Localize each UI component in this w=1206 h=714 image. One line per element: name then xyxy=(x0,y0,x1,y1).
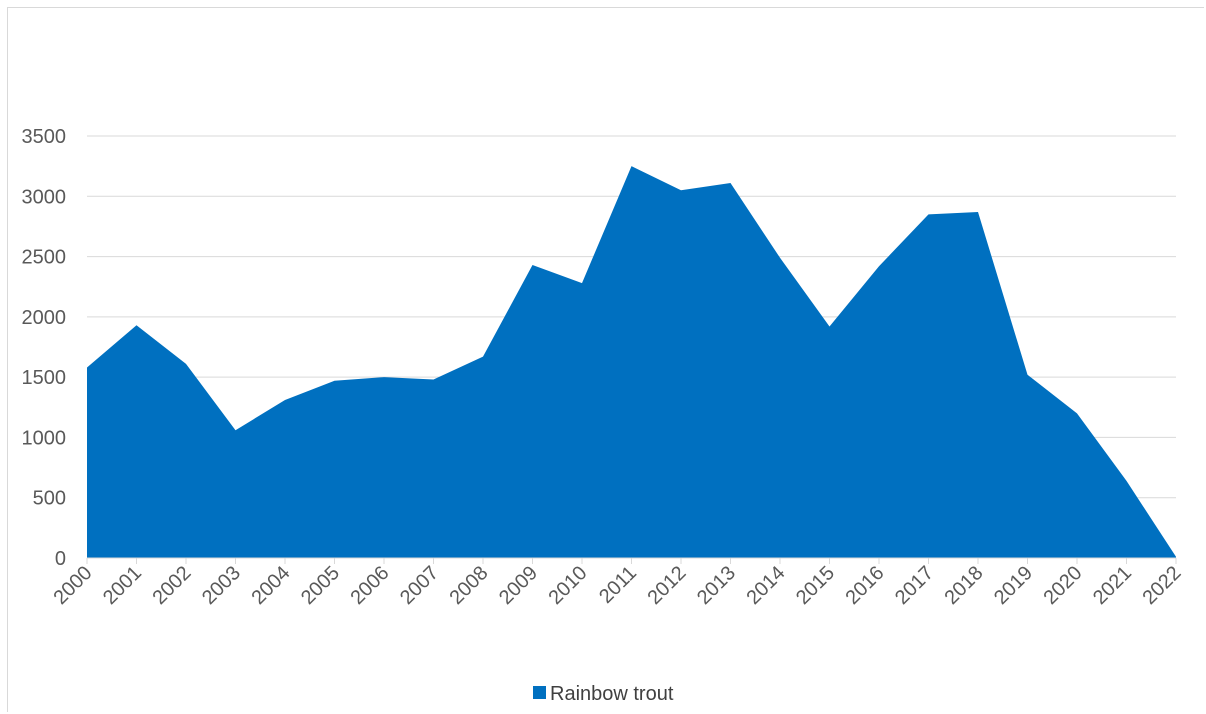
legend-swatch xyxy=(533,686,546,699)
area-series-rainbow-trout xyxy=(87,166,1176,558)
legend-label: Rainbow trout xyxy=(550,683,674,705)
series-area xyxy=(87,166,1176,558)
y-tick-label: 1000 xyxy=(22,427,67,449)
x-tick-label: 2005 xyxy=(297,562,344,609)
x-tick-label: 2002 xyxy=(149,562,196,609)
x-tick-label: 2015 xyxy=(792,562,839,609)
y-tick-label: 500 xyxy=(33,488,66,510)
y-tick-label: 0 xyxy=(55,548,66,570)
x-tick-label: 2014 xyxy=(743,562,790,609)
x-tick-label: 2010 xyxy=(545,562,592,609)
x-tick-label: 2008 xyxy=(446,562,493,609)
y-tick-label: 1500 xyxy=(22,367,67,389)
x-tick-label: 2019 xyxy=(990,562,1037,609)
x-tick-label: 2013 xyxy=(693,562,740,609)
y-tick-label: 2000 xyxy=(22,307,67,329)
x-tick-label: 2001 xyxy=(99,562,146,609)
x-tick-label: 2016 xyxy=(842,562,889,609)
x-tick-label: 2022 xyxy=(1139,562,1186,609)
x-tick-label: 2012 xyxy=(644,562,691,609)
x-tick-label: 2017 xyxy=(891,562,938,609)
x-tick-label: 2007 xyxy=(396,562,443,609)
y-tick-label: 3500 xyxy=(22,126,67,148)
legend: Rainbow trout xyxy=(533,683,674,705)
x-tick-label: 2018 xyxy=(941,562,988,609)
y-axis: 0 500 1000 1500 2000 2500 3000 3500 xyxy=(22,126,67,570)
x-tick-label: 2009 xyxy=(495,562,542,609)
y-tick-label: 2500 xyxy=(22,247,67,269)
x-tick-label: 2021 xyxy=(1089,562,1136,609)
x-tick-label: 2006 xyxy=(347,562,394,609)
y-tick-label: 3000 xyxy=(22,186,67,208)
chart-frame xyxy=(7,7,1204,712)
x-axis: 2000 2001 2002 2003 2004 2005 2006 2007 2008 2009… xyxy=(50,557,1186,609)
x-tick-label: 2020 xyxy=(1040,562,1087,609)
x-tick-label: 2011 xyxy=(595,562,641,608)
x-tick-label: 2003 xyxy=(198,562,245,609)
x-tick-label: 2004 xyxy=(248,562,295,609)
